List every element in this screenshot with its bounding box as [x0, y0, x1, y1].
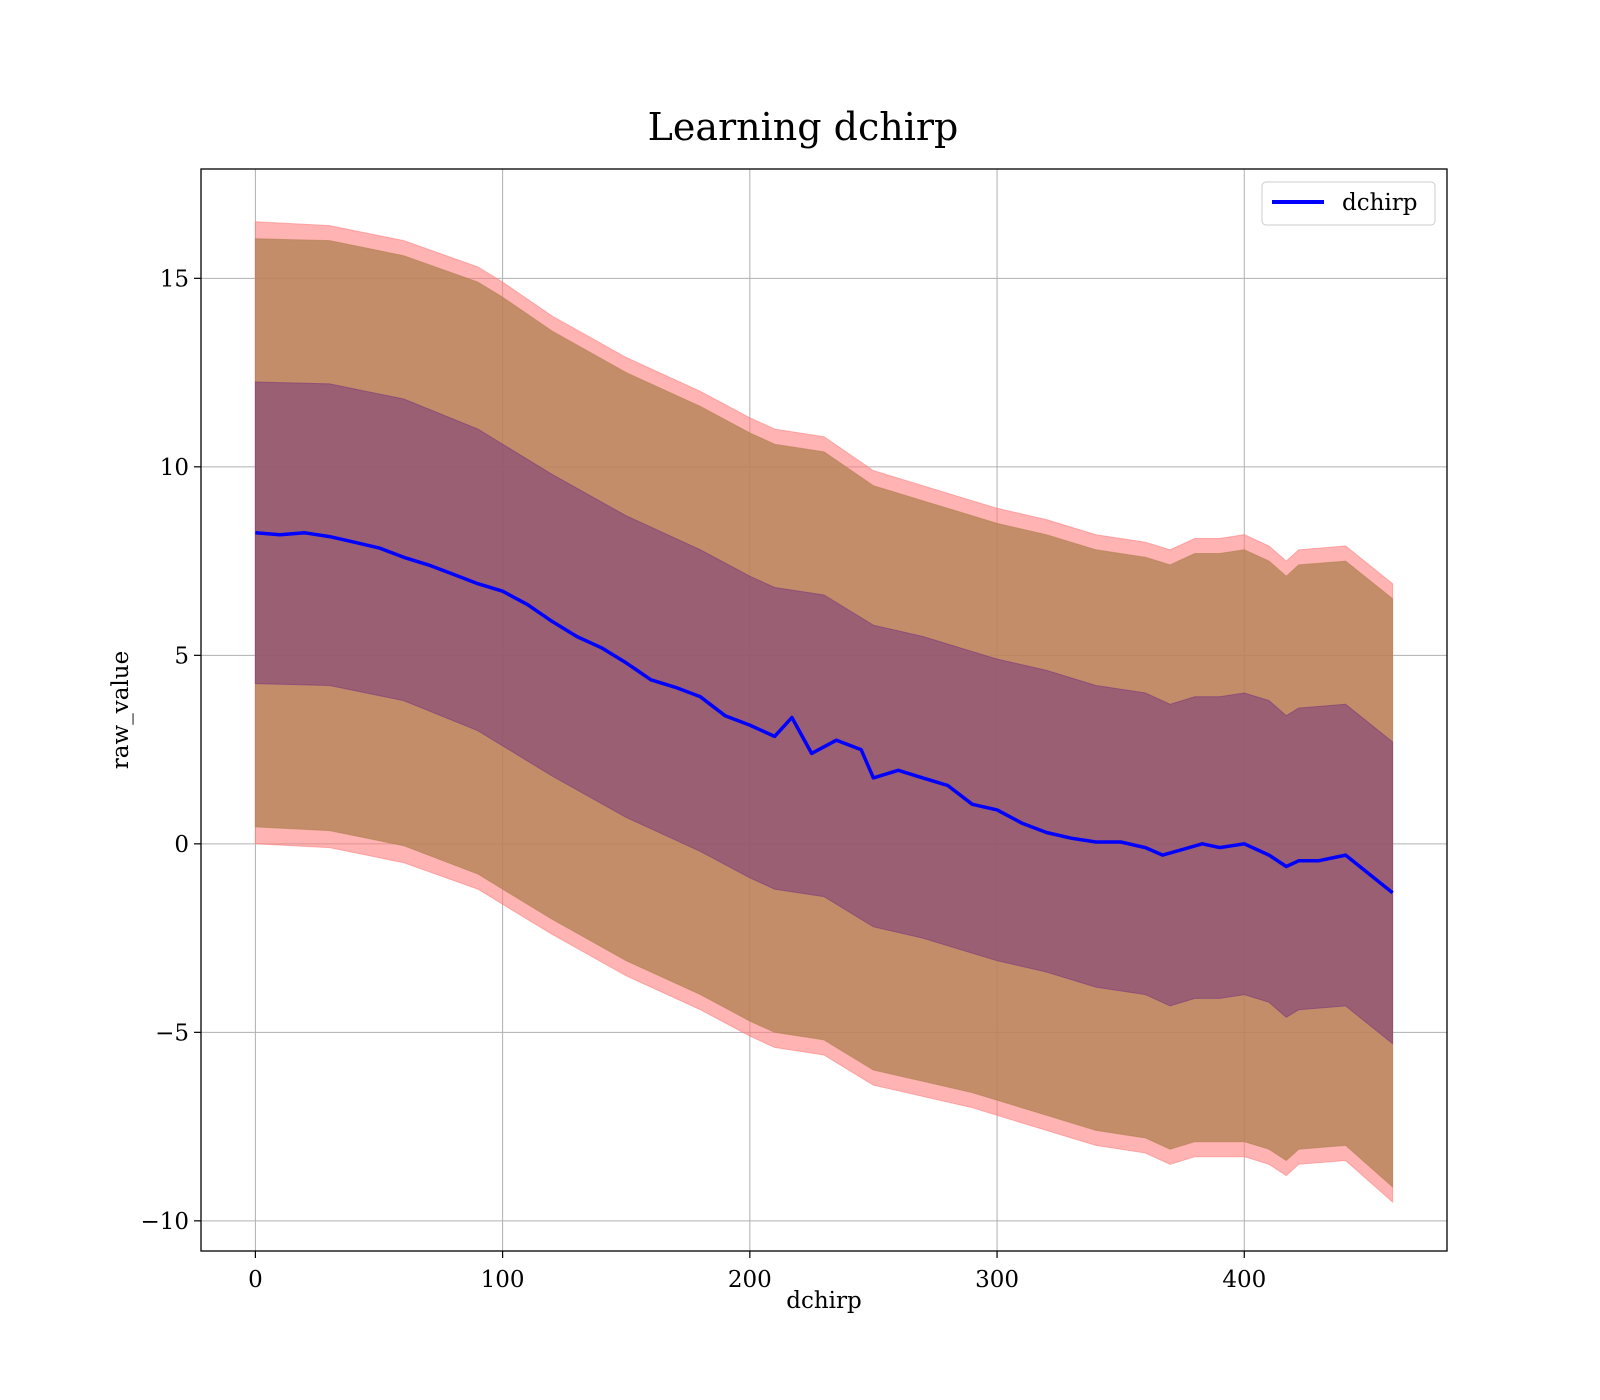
- legend-label-dchirp: dchirp: [1342, 190, 1418, 216]
- y-tick-label-2: 0: [174, 832, 189, 858]
- series-lines: [255, 531, 1394, 895]
- x-ticks: 0 100 200 300 400: [248, 1251, 1266, 1293]
- band-inner: [254, 381, 1394, 1045]
- x-tick-label-0: 0: [248, 1267, 263, 1293]
- y-tick-label-4: 10: [160, 455, 189, 481]
- x-tick-label-1: 100: [481, 1267, 525, 1293]
- legend-box: [1261, 181, 1436, 226]
- y-ticks: −10 −5 0 5 10 15: [140, 266, 201, 1235]
- y-tick-label-3: 5: [174, 643, 189, 669]
- series-line-dchirp: [255, 531, 1394, 895]
- x-tick-label-4: 400: [1222, 1267, 1266, 1293]
- bands: [254, 221, 1394, 1204]
- legend: dchirp: [1261, 181, 1436, 226]
- x-tick-label-3: 300: [975, 1267, 1019, 1293]
- x-axis-label: dchirp: [786, 1288, 862, 1314]
- chart-title: Learning dchirp: [648, 105, 959, 149]
- plot-frame: [200, 168, 1448, 1252]
- y-tick-label-0: −10: [140, 1209, 189, 1235]
- y-tick-label-1: −5: [155, 1020, 189, 1046]
- y-axis-label: raw_value: [108, 651, 134, 769]
- y-tick-label-5: 15: [160, 266, 189, 292]
- x-tick-label-2: 200: [728, 1267, 772, 1293]
